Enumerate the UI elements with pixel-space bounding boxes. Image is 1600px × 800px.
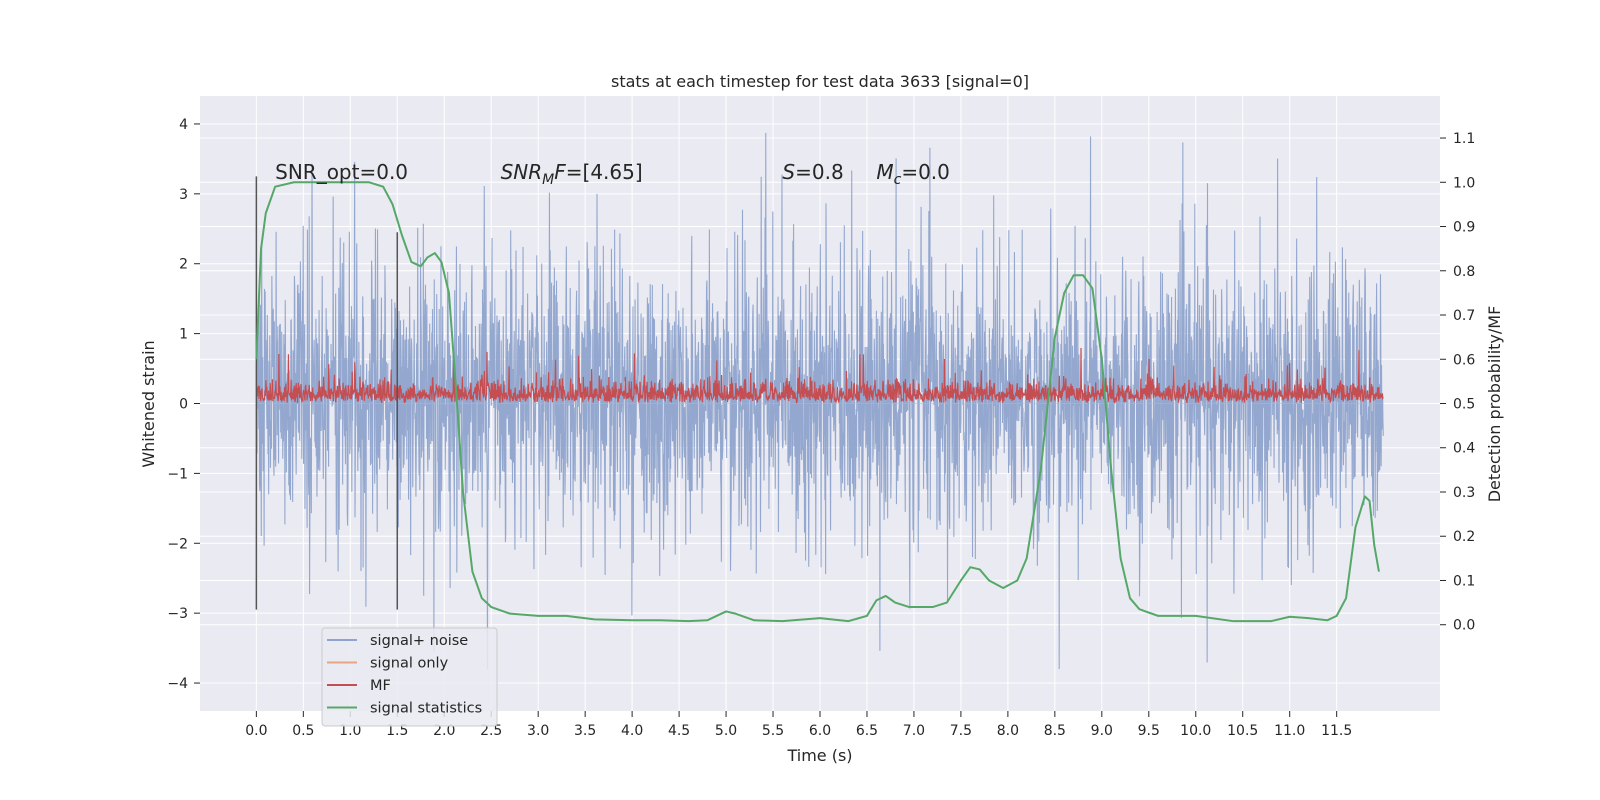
y2-tick-label: 0.8 <box>1453 264 1475 280</box>
x-tick-label: 10.5 <box>1227 723 1258 739</box>
legend-entry: MF <box>370 678 391 694</box>
x-tick-label: 7.0 <box>903 723 925 739</box>
y2-axis-label: Detection probability/MF <box>1485 306 1504 503</box>
x-axis-label: Time (s) <box>786 746 852 765</box>
x-tick-label: 2.5 <box>480 723 502 739</box>
y2-tick-label: 0.0 <box>1453 618 1475 634</box>
x-tick-label: 11.5 <box>1321 723 1352 739</box>
x-tick-label: 6.5 <box>856 723 878 739</box>
annotation-snr-opt: SNR_opt=0.0 <box>275 160 408 184</box>
x-tick-label: 3.5 <box>574 723 596 739</box>
x-tick-label: 1.0 <box>339 723 361 739</box>
y2-tick-label: 0.2 <box>1453 529 1475 545</box>
x-tick-label: 10.0 <box>1180 723 1211 739</box>
mf-line <box>255 348 1384 405</box>
x-tick-label: 4.5 <box>668 723 690 739</box>
legend-entry: signal only <box>370 656 449 672</box>
legend-entry: signal statistics <box>370 701 482 717</box>
y2-tick-label: 0.7 <box>1453 308 1475 324</box>
annotations: SNR_opt=0.0 SNRMF=[4.65] S=0.8 Mc=0.0 <box>275 160 950 188</box>
y2-tick-label: 1.0 <box>1453 175 1475 191</box>
y-tick-label: −2 <box>167 536 188 552</box>
y2-tick-label: 0.9 <box>1453 220 1475 236</box>
x-tick-label: 3.0 <box>527 723 549 739</box>
y-tick-label: 4 <box>179 117 188 133</box>
signal-statistics-line <box>255 181 1380 623</box>
x-axis-ticks: 0.0 0.5 1.0 1.5 2.0 2.5 3.0 3.5 4.0 4.5 5.0 5.5 6.0 6… <box>245 711 1352 739</box>
y-tick-label: −4 <box>167 676 188 692</box>
legend-box <box>321 627 498 727</box>
y-axis-label: Whitened strain <box>139 340 158 467</box>
vertical-markers <box>255 176 399 610</box>
annotation-chirp-mass: Mc=0.0 <box>876 160 950 188</box>
x-tick-label: 0.5 <box>292 723 314 739</box>
x-tick-label: 9.5 <box>1138 723 1160 739</box>
x-tick-label: 7.5 <box>950 723 972 739</box>
legend-entry: signal+ noise <box>370 633 468 649</box>
series-signal-statistics <box>255 181 1380 623</box>
y-tick-label: −3 <box>167 606 188 622</box>
y2-axis-ticks: 1.1 1.0 0.9 0.8 0.7 0.6 0.5 0.4 0.3 0.2 0.1 0.0 <box>1440 131 1475 634</box>
y-tick-label: 0 <box>179 397 188 413</box>
y-tick-label: 3 <box>179 187 188 203</box>
x-tick-label: 8.5 <box>1044 723 1066 739</box>
x-tick-label: 4.0 <box>621 723 643 739</box>
x-tick-label: 5.0 <box>715 723 737 739</box>
y2-tick-label: 0.6 <box>1453 352 1475 368</box>
y2-tick-label: 1.1 <box>1453 131 1475 147</box>
y2-tick-label: 0.1 <box>1453 573 1475 589</box>
y-tick-label: −1 <box>167 466 188 482</box>
x-tick-label: 2.0 <box>433 723 455 739</box>
series-mf <box>255 348 1384 405</box>
y2-tick-label: 0.4 <box>1453 441 1475 457</box>
annotation-spin: S=0.8 <box>782 160 843 184</box>
chart-title: stats at each timestep for test data 363… <box>611 72 1029 91</box>
y-axis-ticks: 4 3 2 1 0 −1 −2 −3 −4 <box>167 117 200 692</box>
annotation-snr-mf: SNRMF=[4.65] <box>501 160 643 188</box>
y2-tick-label: 0.3 <box>1453 485 1475 501</box>
x-tick-label: 11.0 <box>1274 723 1305 739</box>
y-tick-label: 1 <box>179 327 188 343</box>
y2-tick-label: 0.5 <box>1453 397 1475 413</box>
x-tick-label: 8.0 <box>997 723 1019 739</box>
y-tick-label: 2 <box>179 257 188 273</box>
x-tick-label: 6.0 <box>809 723 831 739</box>
x-tick-label: 0.0 <box>245 723 267 739</box>
legend: signal+ noise signal only MF signal statist… <box>321 627 498 727</box>
x-tick-label: 1.5 <box>386 723 408 739</box>
x-tick-label: 9.0 <box>1091 723 1113 739</box>
x-tick-label: 5.5 <box>762 723 784 739</box>
